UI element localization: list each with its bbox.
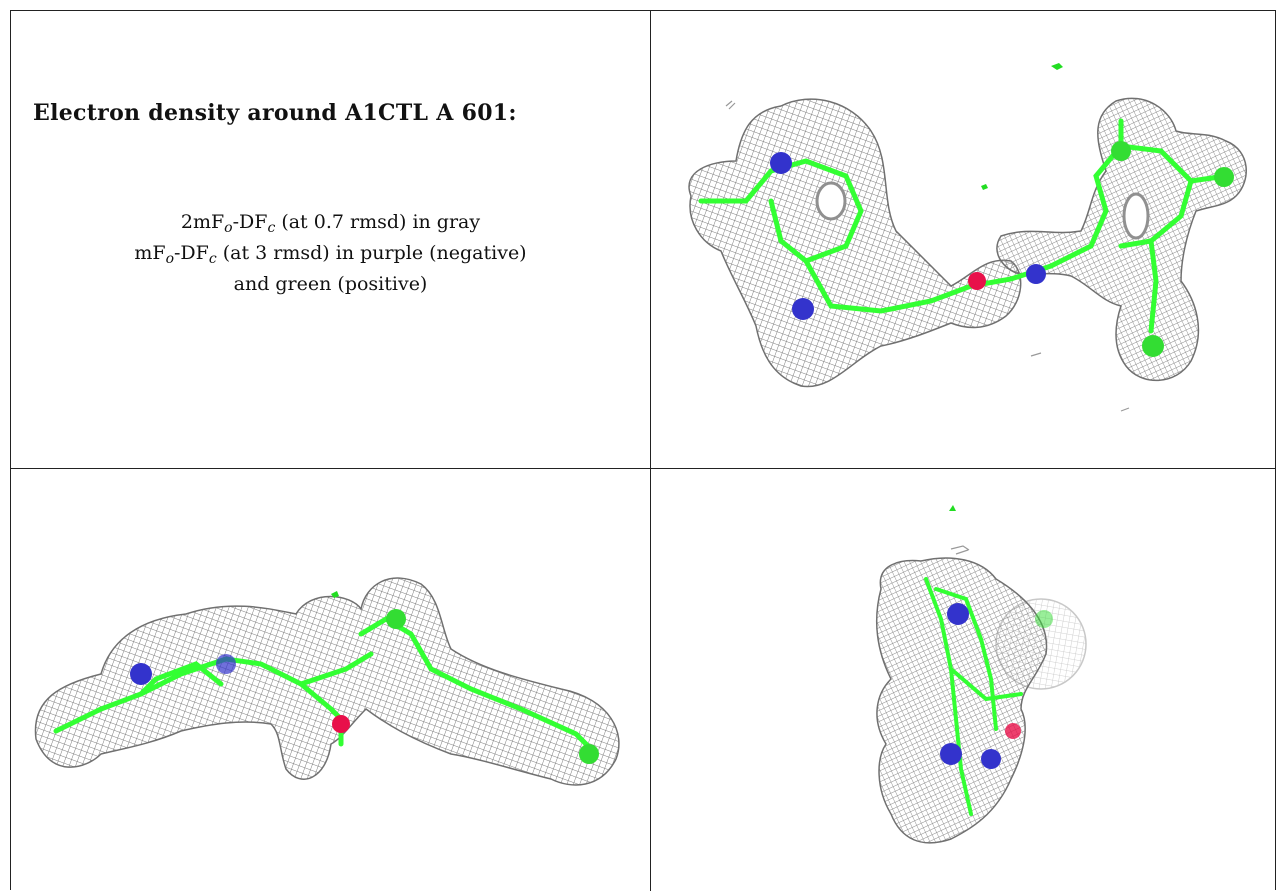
- density-view-side: [11, 469, 650, 891]
- density-legend: 2mFo-DFc (at 0.7 rmsd) in gray mFo-DFc (…: [11, 207, 650, 300]
- mesh-blob-end: [875, 557, 1048, 844]
- legend-line-positive: and green (positive): [233, 273, 428, 295]
- mesh-blob-left: [688, 98, 1022, 388]
- nitrogen-atom: [216, 654, 236, 674]
- noise-fragment: [725, 100, 736, 110]
- legend-line-fofc: mFo-DFc (at 3 rmsd) in purple (negative): [134, 242, 527, 267]
- column-divider: [650, 11, 651, 891]
- density-view-end: [651, 469, 1276, 891]
- row-divider: [11, 468, 1276, 469]
- caption-cell: Electron density around A1CTL A 601: 2mF…: [11, 11, 650, 468]
- chlorine-atom: [1142, 335, 1164, 357]
- nitrogen-atom: [1026, 264, 1046, 284]
- chlorine-atom: [579, 744, 599, 764]
- nitrogen-atom: [940, 743, 962, 765]
- mesh-blob-side: [34, 577, 620, 786]
- nitrogen-atom: [770, 152, 792, 174]
- ligand-mesh-image-top: [688, 63, 1247, 412]
- oxygen-atom: [968, 272, 986, 290]
- positive-density-speck: [1051, 63, 1063, 70]
- chlorine-atom: [1035, 610, 1053, 628]
- ring-hole-left: [815, 181, 847, 221]
- positive-density-speck: [949, 505, 956, 511]
- positive-density-speck: [981, 184, 988, 190]
- ligand-mesh-image-side: [34, 577, 620, 786]
- chlorine-atom: [386, 609, 406, 629]
- figure-title: Electron density around A1CTL A 601:: [33, 100, 517, 126]
- ligand-bonds: [698, 118, 1229, 334]
- positive-density-speck: [331, 591, 339, 598]
- nitrogen-atom: [130, 663, 152, 685]
- ligand-bonds: [924, 577, 1023, 816]
- nitrogen-atom: [947, 603, 969, 625]
- chlorine-atom: [1214, 167, 1234, 187]
- noise-fragment: [1030, 352, 1130, 412]
- nitrogen-atom: [981, 749, 1001, 769]
- nitrogen-atom: [792, 298, 814, 320]
- density-view-top: [651, 11, 1276, 468]
- legend-line-2fofc: 2mFo-DFc (at 0.7 rmsd) in gray: [180, 211, 481, 236]
- noise-fragment: [950, 545, 970, 555]
- ring-hole-right: [1122, 192, 1150, 240]
- figure-table: Electron density around A1CTL A 601: 2mF…: [10, 10, 1276, 891]
- ligand-mesh-image-end: [875, 505, 1087, 844]
- oxygen-atom: [332, 715, 350, 733]
- mesh-blob-right: [996, 97, 1247, 382]
- oxygen-atom: [1005, 723, 1021, 739]
- chlorine-atom: [1111, 141, 1131, 161]
